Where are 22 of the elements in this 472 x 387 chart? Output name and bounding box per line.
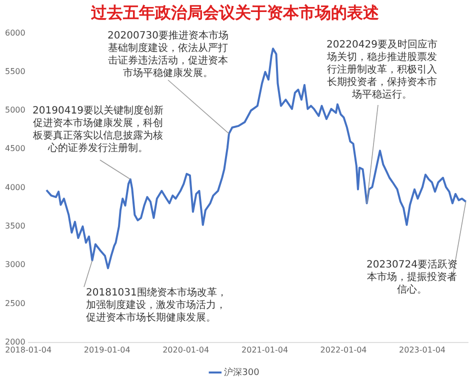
x-tick-label: 2023-01-04 xyxy=(399,345,446,354)
x-tick-label: 2020-01-04 xyxy=(162,345,210,354)
annotation: 20230724要活跃资本市场，提振投资者信心。 xyxy=(366,258,458,296)
y-tick-label: 4000 xyxy=(5,182,26,192)
annotation: 20220429要及时回应市场关切，稳步推进股票发行注册制改革，积极引入长期投资者，保持资本市场平稳运行。 xyxy=(326,38,438,101)
y-tick-label: 6000 xyxy=(5,28,26,38)
y-tick-label: 5500 xyxy=(5,66,26,76)
y-tick-label: 2500 xyxy=(5,298,26,308)
x-tick-label: 2022-01-04 xyxy=(320,345,367,354)
annotation: 20190419要以关键制度创新促进资本市场健康发展，科创板要真正落实以信息披露为核心的证券发行注册制。 xyxy=(32,104,164,154)
y-tick-label: 3000 xyxy=(5,260,26,270)
y-tick-label: 5000 xyxy=(5,106,26,115)
chart-title: 过去五年政治局会议关于资本市场的表述 xyxy=(90,2,380,22)
y-tick-label: 2000 xyxy=(5,337,26,346)
legend-label: 沪深300 xyxy=(224,366,260,378)
annotation: 20181031围绕资本市场改革，加强制度建设，激发市场活力，促进资本市场长期健康发展。 xyxy=(86,286,227,324)
annotation: 20200730要推进资本市场基础制度建设，依法从严打击证券违法活动，促进资本市场平稳健康发展。 xyxy=(108,30,228,80)
y-tick-label: 4500 xyxy=(5,144,26,154)
x-tick-label: 2021-01-04 xyxy=(242,345,288,354)
x-tick-label: 2018-01-04 xyxy=(5,345,52,354)
x-tick-label: 2019-01-04 xyxy=(84,345,130,354)
y-tick-label: 3500 xyxy=(5,222,26,231)
